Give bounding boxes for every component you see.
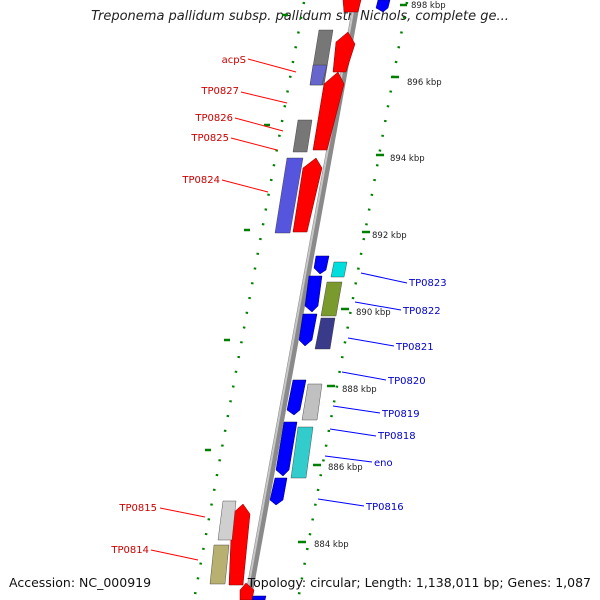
gene-label-tp0822[interactable]: TP0822 bbox=[402, 306, 441, 317]
gene-arrow-reverse[interactable] bbox=[269, 477, 288, 506]
kbp-label-892: 892 kbp bbox=[372, 231, 407, 241]
gene-box-gray-light[interactable] bbox=[301, 383, 323, 421]
gene-arrow-forward[interactable] bbox=[342, 0, 362, 13]
gene-arrow-forward[interactable] bbox=[332, 31, 356, 73]
gene-label-tp0824[interactable]: TP0824 bbox=[181, 175, 220, 186]
gene-arrow-reverse[interactable] bbox=[286, 379, 307, 416]
gene-arrow-reverse[interactable] bbox=[375, 0, 391, 13]
gene-box-olive[interactable] bbox=[320, 281, 343, 317]
gene-box-purple[interactable] bbox=[309, 64, 328, 86]
gene-label-tp0826[interactable]: TP0826 bbox=[194, 113, 233, 124]
left-leader-lines bbox=[150, 58, 297, 561]
left-gene-labels: acpS TP0827 TP0826 TP0825 TP0824 TP0815 … bbox=[110, 55, 246, 556]
gene-arrow-reverse[interactable] bbox=[313, 255, 330, 275]
kbp-label-884: 884 kbp bbox=[314, 540, 349, 550]
gene-label-eno[interactable]: eno bbox=[374, 458, 393, 469]
gene-label-tp0815[interactable]: TP0815 bbox=[118, 503, 157, 514]
gene-box-cyan[interactable] bbox=[330, 261, 348, 278]
gene-label-tp0825[interactable]: TP0825 bbox=[190, 133, 229, 144]
gene-label-tp0823[interactable]: TP0823 bbox=[408, 278, 447, 289]
kbp-label-890: 890 kbp bbox=[356, 308, 391, 318]
forward-strand-genes bbox=[228, 0, 362, 600]
kbp-label-886: 886 kbp bbox=[328, 463, 363, 473]
gene-box-khaki[interactable] bbox=[209, 544, 230, 585]
gene-box-cyan[interactable] bbox=[290, 426, 314, 479]
gene-label-tp0819[interactable]: TP0819 bbox=[381, 409, 420, 420]
major-ticks bbox=[205, 3, 407, 544]
gene-label-tp0827[interactable]: TP0827 bbox=[200, 86, 239, 97]
right-leader-lines bbox=[317, 272, 408, 507]
kbp-label-896: 896 kbp bbox=[407, 78, 442, 88]
gene-arrow-forward[interactable] bbox=[312, 71, 345, 151]
genome-summary-text: Topology: circular; Length: 1,138,011 bp… bbox=[247, 575, 591, 590]
gene-arrow-reverse[interactable] bbox=[298, 313, 318, 347]
kbp-label-894: 894 kbp bbox=[390, 154, 425, 164]
kbp-labels: 898 kbp 896 kbp 894 kbp 892 kbp 890 kbp … bbox=[314, 1, 446, 550]
gene-label-tp0814[interactable]: TP0814 bbox=[110, 545, 149, 556]
gene-label-tp0821[interactable]: TP0821 bbox=[395, 342, 434, 353]
genome-title: Treponema pallidum subsp. pallidum str. … bbox=[91, 9, 509, 24]
kbp-label-888: 888 kbp bbox=[342, 385, 377, 395]
reverse-strand-genes bbox=[251, 0, 391, 600]
gene-box-blue[interactable] bbox=[274, 157, 304, 234]
category-boxes bbox=[209, 29, 348, 585]
gene-arrow-reverse[interactable] bbox=[304, 275, 323, 313]
gene-box-gray[interactable] bbox=[292, 119, 313, 153]
gene-arrow-reverse[interactable] bbox=[275, 421, 298, 477]
gene-arrow-forward[interactable] bbox=[239, 582, 255, 600]
kbp-label-898: 898 kbp bbox=[411, 1, 446, 11]
gene-label-acps[interactable]: acpS bbox=[222, 55, 246, 66]
gene-arrow-reverse[interactable] bbox=[251, 595, 267, 600]
gene-label-tp0816[interactable]: TP0816 bbox=[365, 502, 404, 513]
accession-text: Accession: NC_000919 bbox=[9, 575, 152, 590]
gene-label-tp0818[interactable]: TP0818 bbox=[377, 431, 416, 442]
gene-label-tp0820[interactable]: TP0820 bbox=[387, 376, 426, 387]
gene-box-navy[interactable] bbox=[314, 317, 336, 350]
right-gene-labels: TP0823 TP0822 TP0821 TP0820 TP0819 TP081… bbox=[365, 278, 447, 513]
gene-arrow-forward[interactable] bbox=[292, 157, 323, 233]
gene-box-gray-light[interactable] bbox=[217, 500, 237, 541]
